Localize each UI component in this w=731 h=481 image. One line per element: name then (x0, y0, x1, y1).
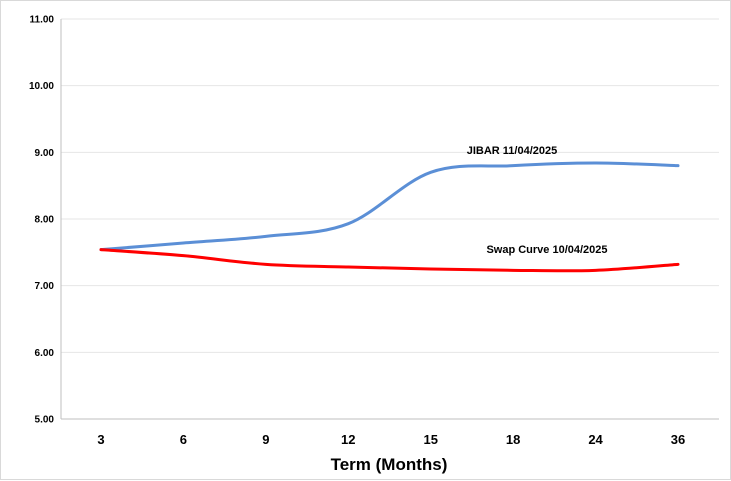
x-tick-label: 18 (506, 432, 520, 447)
y-tick-label: 8.00 (35, 215, 55, 226)
series-lines (99, 161, 680, 273)
x-tick-label: 9 (262, 432, 269, 447)
y-tick-label: 7.00 (35, 281, 55, 292)
x-tick-label: 12 (341, 432, 355, 447)
y-tick-label: 11.00 (30, 15, 55, 26)
x-tick-labels: 3 6 9 12 15 18 24 36 (97, 432, 685, 447)
y-tick-label: 6.00 (35, 348, 55, 359)
series-line-jibar (99, 161, 680, 252)
x-tick-label: 6 (180, 432, 187, 447)
y-tick-labels: 5.00 6.00 7.00 8.00 9.00 10.00 11.00 (29, 15, 54, 426)
x-tick-label: 3 (97, 432, 104, 447)
axes (60, 19, 719, 420)
y-tick-label: 5.00 (35, 415, 55, 426)
x-axis-label: Term (Months) (331, 455, 448, 474)
x-tick-label: 24 (588, 432, 603, 447)
series-label: JIBAR 11/04/2025 (467, 145, 558, 157)
x-tick-label: 15 (423, 432, 437, 447)
y-tick-label: 9.00 (35, 148, 55, 159)
y-tick-label: 10.00 (29, 81, 54, 92)
gridlines (61, 18, 719, 353)
series-labels: JIBAR 11/04/2025 Swap Curve 10/04/2025 (467, 145, 608, 256)
series-line-swap-curve (99, 248, 680, 273)
x-tick-label: 36 (671, 432, 685, 447)
series-label: Swap Curve 10/04/2025 (486, 244, 607, 256)
